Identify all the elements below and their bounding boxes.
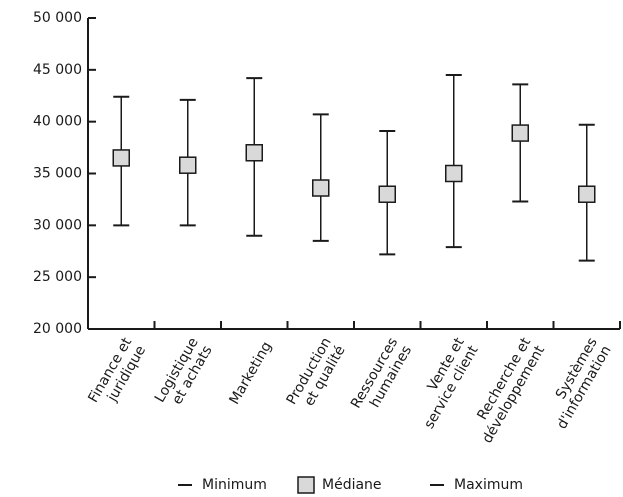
median-box: [445, 164, 463, 183]
median-box: [578, 185, 596, 203]
median-box: [112, 149, 130, 167]
y-tick-label: 30 000: [33, 217, 82, 233]
x-tick-label: Vente etservice client: [407, 335, 481, 432]
median-box: [245, 144, 263, 162]
x-tick-label: Ressourceshumaines: [348, 335, 415, 419]
median-box: [511, 124, 529, 142]
median-box: [312, 179, 330, 197]
x-tick-label: Productionet qualité: [284, 335, 349, 416]
x-tick-label: Finance etjuridique: [85, 335, 149, 414]
legend-label: Maximum: [454, 477, 523, 493]
y-tick-label: 50 000: [33, 10, 82, 26]
legend-label: Médiane: [322, 477, 382, 493]
x-tick-label: Systèmesd'information: [540, 335, 614, 432]
median-box: [179, 156, 197, 174]
legend-swatch: [297, 476, 315, 494]
y-tick-label: 25 000: [33, 269, 82, 285]
y-tick-label: 35 000: [33, 166, 82, 182]
legend-label: Minimum: [202, 477, 267, 493]
median-box: [378, 185, 396, 203]
x-tick-label: Logistiqueet achats: [152, 335, 216, 413]
y-tick-label: 20 000: [33, 321, 82, 337]
x-tick-label: Marketing: [226, 339, 275, 407]
y-tick-label: 45 000: [33, 62, 82, 78]
y-tick-label: 40 000: [33, 114, 82, 130]
